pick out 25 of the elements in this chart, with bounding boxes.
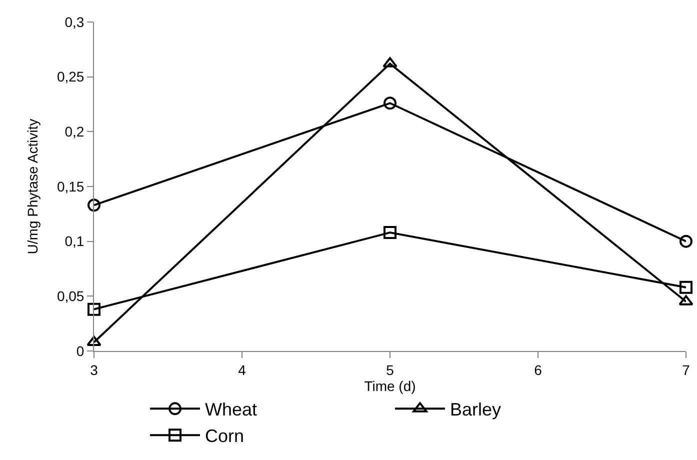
point xyxy=(680,280,692,294)
point xyxy=(384,96,396,110)
point xyxy=(678,295,694,306)
point xyxy=(88,302,100,316)
y-tick-label: 0 xyxy=(76,342,84,359)
x-tick-label: 7 xyxy=(682,362,690,378)
point xyxy=(86,336,102,346)
point xyxy=(680,234,692,248)
x-tick-label: 4 xyxy=(238,362,246,378)
y-tick-label: 0,3 xyxy=(64,14,84,30)
y-tick-label: 0,2 xyxy=(64,124,84,140)
y-tick-label: 0,15 xyxy=(56,178,84,194)
x-tick-label: 6 xyxy=(534,362,542,378)
y-tick-label: 0,25 xyxy=(56,68,84,85)
x-tick-label: 5 xyxy=(386,362,394,378)
x-axis-title: Time (d) xyxy=(364,378,416,394)
legend-label: Barley xyxy=(450,400,502,420)
point xyxy=(88,198,100,212)
legend-label: Corn xyxy=(205,426,244,446)
legend-label: Wheat xyxy=(205,400,258,420)
x-tick-label: 3 xyxy=(90,362,98,378)
y-tick-label: 0,05 xyxy=(56,288,84,304)
point xyxy=(384,226,396,240)
y-tick-label: 0,1 xyxy=(64,233,84,250)
y-axis-title: U/mg Phytase Activity xyxy=(24,118,41,254)
